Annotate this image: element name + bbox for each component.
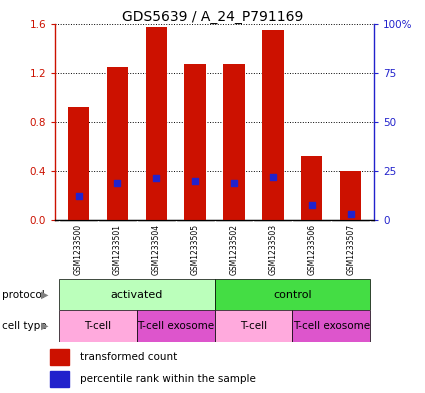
Text: GSM1233500: GSM1233500	[74, 224, 83, 275]
Point	[269, 174, 276, 180]
Bar	[59, 279, 215, 310]
Text: ▶: ▶	[41, 290, 48, 300]
Text: T-cell: T-cell	[85, 321, 112, 331]
Bar	[301, 156, 323, 220]
Text: T-cell: T-cell	[240, 321, 267, 331]
Bar	[59, 310, 137, 342]
Text: GSM1233501: GSM1233501	[113, 224, 122, 275]
Bar	[340, 171, 361, 220]
Text: GSM1233506: GSM1233506	[307, 224, 316, 275]
Point	[192, 178, 198, 184]
Bar	[262, 30, 283, 220]
Bar	[292, 310, 370, 342]
Text: GSM1233503: GSM1233503	[269, 224, 278, 275]
Bar	[50, 371, 69, 387]
Point	[114, 180, 121, 186]
Text: GSM1233505: GSM1233505	[191, 224, 200, 275]
Bar	[50, 349, 69, 365]
Text: T-cell exosome: T-cell exosome	[137, 321, 214, 331]
Text: percentile rank within the sample: percentile rank within the sample	[80, 374, 256, 384]
Bar	[137, 310, 215, 342]
Text: GDS5639 / A_24_P791169: GDS5639 / A_24_P791169	[122, 10, 303, 24]
Text: T-cell exosome: T-cell exosome	[293, 321, 370, 331]
Point	[153, 175, 160, 182]
Text: activated: activated	[110, 290, 163, 300]
Point	[309, 202, 315, 208]
Bar	[224, 64, 245, 220]
Point	[75, 192, 82, 198]
Bar	[215, 279, 370, 310]
Point	[347, 211, 354, 217]
Text: protocol: protocol	[2, 290, 45, 300]
Bar	[107, 66, 128, 220]
Bar	[215, 310, 292, 342]
Bar	[184, 64, 206, 220]
Text: control: control	[273, 290, 312, 300]
Bar	[68, 107, 89, 220]
Text: GSM1233502: GSM1233502	[230, 224, 238, 275]
Point	[231, 180, 238, 186]
Bar	[146, 27, 167, 220]
Text: cell type: cell type	[2, 321, 47, 331]
Text: ▶: ▶	[41, 321, 48, 331]
Text: transformed count: transformed count	[80, 352, 177, 362]
Text: GSM1233507: GSM1233507	[346, 224, 355, 275]
Text: GSM1233504: GSM1233504	[152, 224, 161, 275]
